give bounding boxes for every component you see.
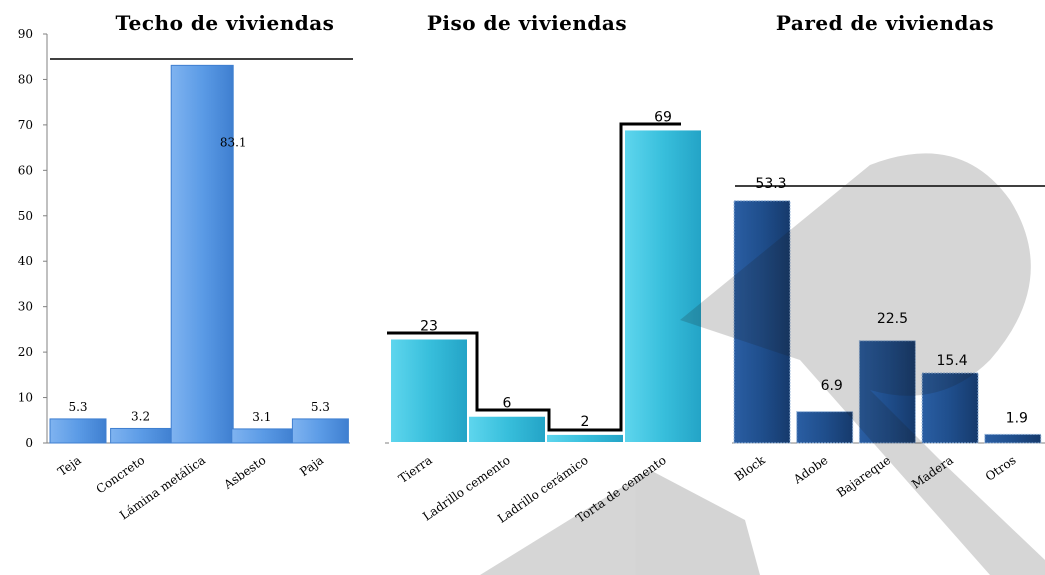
- category-label-pared-0: Block: [732, 453, 768, 484]
- bars-pared: [733, 200, 1042, 444]
- y-tick-label: 60: [18, 163, 33, 177]
- y-tick-label: 30: [18, 300, 33, 314]
- bars-techo: [49, 64, 349, 444]
- category-label-piso-0: Tierra: [396, 453, 435, 486]
- y-tick-label: 80: [18, 72, 33, 86]
- value-label-techo-0: 5.3: [68, 400, 87, 414]
- value-label-pared-1: 6.9: [821, 378, 843, 394]
- bar-techo-3: [231, 428, 295, 444]
- value-label-techo-4: 5.3: [311, 400, 330, 414]
- value-label-techo-2: 83.1: [220, 135, 247, 149]
- value-label-pared-3: 15.4: [937, 353, 968, 369]
- bar-pared-0: [733, 200, 791, 444]
- bar-piso-2: [545, 432, 625, 444]
- bar-pared-1: [796, 411, 854, 444]
- y-axis: 0 10 20 30 40 50 60 70 80 90: [18, 27, 48, 450]
- value-labels-piso: 23 6 2 69: [420, 109, 672, 429]
- bar-piso-1: [467, 414, 547, 445]
- bar-techo-4: [291, 418, 349, 444]
- category-label-techo-4: Paja: [297, 453, 326, 479]
- y-tick-label: 90: [18, 27, 33, 41]
- category-label-pared-1: Adobe: [790, 453, 830, 487]
- category-label-techo-1: Concreto: [94, 453, 148, 496]
- category-label-pared-2: Bajareque: [834, 453, 893, 500]
- category-label-techo-0: Teja: [55, 453, 84, 479]
- bar-piso-0: [389, 337, 469, 445]
- y-tick-label: 70: [18, 118, 33, 132]
- value-labels-techo: 5.3 3.2 83.1 3.1 5.3: [68, 135, 329, 424]
- category-labels-pared: BlockAdobeBajarequeMaderaOtros: [732, 453, 1019, 501]
- watermark-logo: [480, 153, 1045, 575]
- value-label-techo-1: 3.2: [131, 409, 150, 423]
- y-tick-label: 10: [18, 391, 33, 405]
- y-tick-label: 20: [18, 345, 33, 359]
- piso-step-line: [387, 122, 681, 432]
- value-label-techo-3: 3.1: [252, 410, 271, 424]
- y-tick-label: 40: [18, 254, 33, 268]
- category-label-pared-4: Otros: [983, 453, 1019, 484]
- value-labels-pared: 53.3 6.9 22.5 15.4 1.9: [755, 176, 1028, 427]
- bar-piso-3: [623, 128, 703, 445]
- bars-piso: [389, 128, 703, 445]
- category-label-techo-3: Asbesto: [221, 453, 269, 492]
- bar-techo-1: [110, 427, 174, 444]
- value-label-pared-2: 22.5: [877, 311, 908, 327]
- bar-pared-2: [858, 340, 916, 444]
- y-tick-label: 0: [25, 436, 33, 450]
- value-label-pared-4: 1.9: [1006, 410, 1028, 426]
- bar-techo-2: [170, 64, 234, 444]
- chart-title-piso: Piso de viviendas: [427, 11, 627, 35]
- y-tick-label: 50: [18, 209, 33, 223]
- watermark-shape-right: [680, 153, 1045, 575]
- chart-title-techo: Techo de viviendas: [116, 11, 335, 35]
- value-label-piso-0: 23: [420, 318, 438, 334]
- value-label-piso-3: 69: [654, 109, 672, 125]
- chart-title-pared: Pared de viviendas: [776, 11, 994, 35]
- value-label-piso-1: 6: [503, 396, 512, 412]
- decorative-lines: [50, 58, 1045, 432]
- value-label-piso-2: 2: [581, 414, 590, 430]
- bar-techo-0: [49, 418, 107, 444]
- value-label-pared-0: 53.3: [755, 176, 786, 192]
- bar-pared-3: [921, 372, 979, 444]
- bar-pared-4: [984, 433, 1042, 444]
- watermark-shape-bottom: [480, 470, 760, 575]
